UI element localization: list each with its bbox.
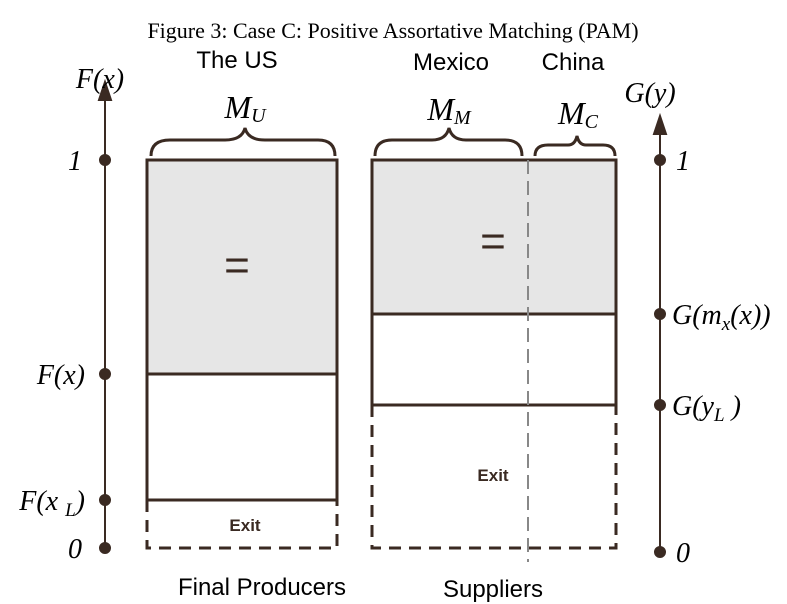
matched-region (145, 158, 339, 376)
braces (149, 127, 617, 157)
exit-label: Exit (477, 466, 509, 485)
tick-dot (99, 494, 111, 506)
measure-label: MC (557, 95, 599, 133)
group-label: Mexico (413, 49, 489, 76)
measure-label: MU (223, 89, 267, 127)
tick-dot (99, 542, 111, 554)
unmatched-region (145, 372, 339, 502)
brace (533, 135, 617, 157)
tick-dot (654, 308, 666, 320)
matched-region (370, 158, 618, 316)
tick-label: 0 (676, 538, 690, 569)
footer-label: Suppliers (443, 576, 543, 603)
tick-dot (99, 368, 111, 380)
figure-title: Figure 3: Case C: Positive Assortative M… (147, 18, 638, 43)
tick-label: 0 (68, 534, 82, 565)
brace (373, 127, 524, 157)
axes (97, 78, 668, 558)
arrow-head (652, 112, 668, 135)
brace (149, 127, 337, 157)
axis-label: F(x) (75, 64, 124, 95)
exit-region (145, 500, 339, 550)
exit-region (370, 405, 618, 550)
arrow-head (97, 78, 113, 101)
axis-label: G(y) (624, 78, 675, 109)
equal-sign: = (480, 217, 506, 266)
group-label: China (542, 49, 605, 76)
tick-dot (654, 546, 666, 558)
tick-label: G(yL ) (672, 391, 741, 426)
unmatched-region (370, 312, 618, 407)
tick-label: F(x) (36, 360, 85, 391)
tick-label: 1 (676, 146, 690, 177)
tick-dot (654, 399, 666, 411)
tick-dot (99, 154, 111, 166)
equal-sign: = (224, 241, 250, 290)
measure-label: MM (426, 91, 472, 129)
exit-label: Exit (229, 516, 261, 535)
tick-label: F(x L) (18, 486, 85, 521)
group-label: The US (196, 47, 277, 74)
tick-label: 1 (68, 146, 82, 177)
footer-label: Final Producers (178, 574, 346, 601)
tick-dot (654, 154, 666, 166)
tick-label: G(mx(x)) (672, 300, 771, 335)
